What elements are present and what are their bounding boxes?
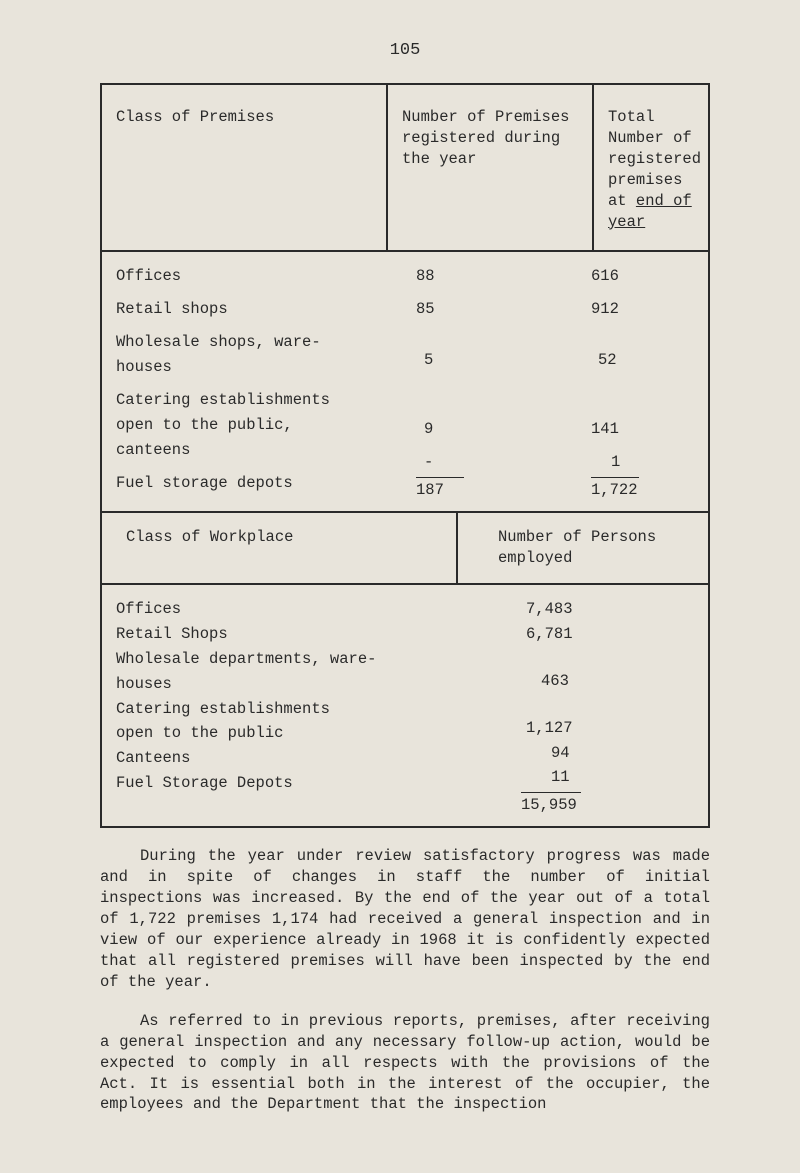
cell-value: 6,781: [466, 624, 708, 645]
table-row: Offices: [116, 266, 396, 287]
table-row: houses: [116, 357, 396, 378]
cell-value: 9: [396, 419, 556, 440]
table1-header-row: Class of Premises Number of Premises reg…: [102, 85, 708, 253]
cell-value: 52: [556, 350, 708, 371]
cell-value: -: [396, 452, 556, 473]
table-row: Retail shops: [116, 299, 396, 320]
table-row: canteens: [116, 440, 396, 461]
table-row: Fuel Storage Depots: [116, 773, 466, 794]
table2-total: 15,959: [466, 792, 708, 816]
table1-header-class: Class of Premises: [102, 85, 388, 251]
table2-header-row: Class of Workplace Number of Persons emp…: [102, 513, 708, 585]
paragraph-1: During the year under review satisfactor…: [100, 846, 710, 992]
table1-header-registered: Number of Premises registered during the…: [388, 85, 594, 251]
document-page: 105 Class of Premises Number of Premises…: [0, 0, 800, 1173]
cell-value: 11: [466, 767, 708, 788]
cell-value: 141: [556, 419, 708, 440]
cell-value: 912: [556, 299, 708, 320]
cell-value: 463: [466, 671, 708, 692]
cell-value: 5: [396, 350, 556, 371]
table1-header-total: Total Number of registered premises at e…: [594, 85, 711, 251]
table1-total-col: 616 912 52 141 1 1,722: [556, 252, 708, 511]
table1-labels: Offices Retail shops Wholesale shops, wa…: [102, 252, 396, 511]
table2-body: Offices Retail Shops Wholesale departmen…: [102, 585, 708, 826]
cell-value: 88: [396, 266, 556, 287]
table-row: Catering establishments: [116, 390, 396, 411]
table2-header-persons: Number of Persons employed: [458, 513, 708, 583]
paragraph-2: As referred to in previous reports, prem…: [100, 1011, 710, 1116]
table-row: open to the public: [116, 723, 466, 744]
table-row: Retail Shops: [116, 624, 466, 645]
table1-body: Offices Retail shops Wholesale shops, wa…: [102, 252, 708, 513]
cell-value: 85: [396, 299, 556, 320]
table1-total-end: 1,722: [556, 477, 708, 501]
table-row: Wholesale departments, ware-: [116, 649, 466, 670]
table1-total-registered: 187: [396, 477, 556, 501]
table-row: Wholesale shops, ware-: [116, 332, 396, 353]
table2-labels: Offices Retail Shops Wholesale departmen…: [102, 595, 466, 816]
cell-value: 94: [466, 743, 708, 764]
table2-nums: 7,483 6,781 463 1,127 94 11 15,959: [466, 595, 708, 816]
table-row: Canteens: [116, 748, 466, 769]
premises-table: Class of Premises Number of Premises reg…: [100, 83, 710, 828]
cell-value: 1: [556, 452, 708, 473]
table-row: houses: [116, 674, 466, 695]
page-number: 105: [100, 40, 710, 63]
table-row: open to the public,: [116, 415, 396, 436]
table2-header-class: Class of Workplace: [102, 513, 458, 583]
cell-value: 616: [556, 266, 708, 287]
table-row: Offices: [116, 599, 466, 620]
table1-registered-col: 88 85 5 9 - 187: [396, 252, 556, 511]
cell-value: 7,483: [466, 599, 708, 620]
table-row: Catering establishments: [116, 699, 466, 720]
cell-value: 1,127: [466, 718, 708, 739]
table-row: Fuel storage depots: [116, 473, 396, 494]
